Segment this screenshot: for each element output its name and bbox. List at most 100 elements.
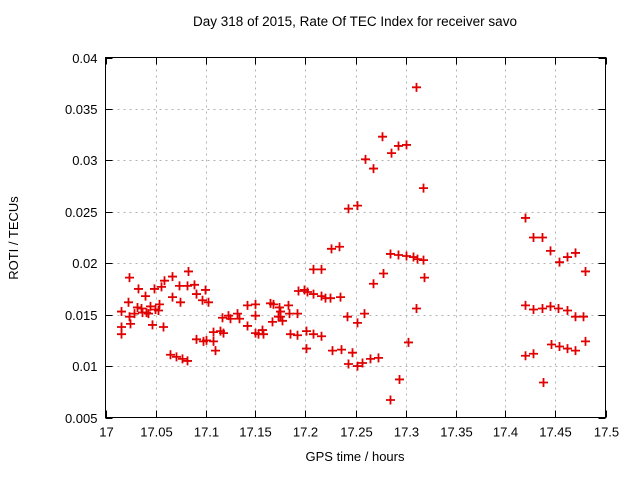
x-tick-label: 17.3 <box>394 425 419 440</box>
data-point <box>150 284 159 294</box>
data-point <box>302 326 311 336</box>
y-tick-label: 0.02 <box>72 256 97 271</box>
data-point <box>344 204 353 214</box>
data-point <box>268 317 277 327</box>
data-point <box>353 361 362 371</box>
data-point <box>309 264 318 274</box>
data-point <box>302 344 311 354</box>
data-point <box>192 334 201 344</box>
x-axis-label: GPS time / hours <box>306 449 405 464</box>
data-point <box>420 273 429 283</box>
data-point <box>309 289 318 299</box>
data-point <box>369 279 378 289</box>
data-point <box>571 312 580 322</box>
data-point-layer <box>117 82 590 405</box>
data-point <box>175 281 184 291</box>
data-point <box>412 303 421 313</box>
data-point <box>563 306 572 316</box>
data-point <box>155 299 164 309</box>
data-point <box>361 154 370 164</box>
data-point <box>258 325 267 335</box>
data-point <box>521 351 530 361</box>
data-point <box>233 309 242 319</box>
data-point <box>235 314 244 324</box>
data-point <box>184 266 193 276</box>
data-point <box>211 346 220 356</box>
data-point <box>293 330 302 340</box>
data-point <box>137 303 146 313</box>
data-point <box>154 306 163 316</box>
y-tick-label: 0.035 <box>65 102 98 117</box>
data-point <box>218 313 227 323</box>
data-point <box>317 331 326 341</box>
data-point <box>358 358 367 368</box>
y-tick-label: 0.04 <box>72 51 97 66</box>
data-point <box>130 309 139 319</box>
data-point <box>243 300 252 310</box>
data-point <box>328 346 337 356</box>
data-point <box>192 289 201 299</box>
data-point <box>379 269 388 278</box>
data-point <box>176 297 185 307</box>
data-point <box>538 303 547 313</box>
data-point <box>369 164 378 174</box>
data-point <box>579 312 588 322</box>
data-point <box>285 309 294 319</box>
tick-layer <box>105 57 607 419</box>
data-point <box>276 312 285 322</box>
chart-title: Day 318 of 2015, Rate Of TEC Index for r… <box>193 14 517 29</box>
data-point <box>117 307 126 317</box>
data-point <box>353 318 362 328</box>
data-point <box>190 280 199 290</box>
data-point <box>209 327 218 337</box>
x-tick-label: 17.05 <box>140 425 173 440</box>
data-point <box>402 251 411 261</box>
data-point <box>394 141 403 151</box>
x-tick-label: 17.4 <box>493 425 518 440</box>
x-tick-label: 17.2 <box>293 425 318 440</box>
data-point <box>125 312 134 322</box>
y-tick-label: 0.005 <box>65 411 98 426</box>
data-point <box>404 337 413 347</box>
data-point <box>134 284 143 294</box>
data-point <box>124 297 133 307</box>
x-tick-label: 17.15 <box>239 425 272 440</box>
data-point <box>337 345 346 355</box>
data-point <box>546 246 555 256</box>
grid-layer <box>105 57 606 418</box>
data-point <box>157 282 166 292</box>
data-point <box>521 300 530 310</box>
data-point <box>547 339 556 349</box>
data-point <box>413 254 422 264</box>
x-tick-label: 17.25 <box>340 425 373 440</box>
data-point <box>183 356 192 366</box>
y-tick-label: 0.01 <box>72 359 97 374</box>
data-point <box>183 281 192 291</box>
data-point <box>160 276 169 286</box>
data-point <box>409 252 418 262</box>
y-tick-label: 0.03 <box>72 153 97 168</box>
data-point <box>198 295 207 305</box>
data-point <box>387 148 396 158</box>
data-point <box>317 291 326 301</box>
data-point <box>335 242 344 252</box>
y-tick-label: 0.025 <box>65 205 98 220</box>
data-point <box>555 257 564 267</box>
data-point <box>204 297 213 307</box>
data-point <box>309 329 318 339</box>
data-point <box>555 342 564 352</box>
data-point <box>374 353 383 363</box>
y-axis-label: ROTI / TECUs <box>6 196 21 280</box>
data-point <box>327 244 336 254</box>
data-point <box>343 312 352 322</box>
data-point <box>259 329 268 339</box>
data-point <box>133 302 142 312</box>
data-point <box>521 213 530 223</box>
x-tick-label: 17 <box>99 425 113 440</box>
x-tick-label: 17.5 <box>594 425 619 440</box>
data-point <box>303 287 312 297</box>
data-point <box>412 82 421 92</box>
data-point <box>394 250 403 260</box>
data-point <box>563 252 572 262</box>
data-point <box>419 183 428 193</box>
